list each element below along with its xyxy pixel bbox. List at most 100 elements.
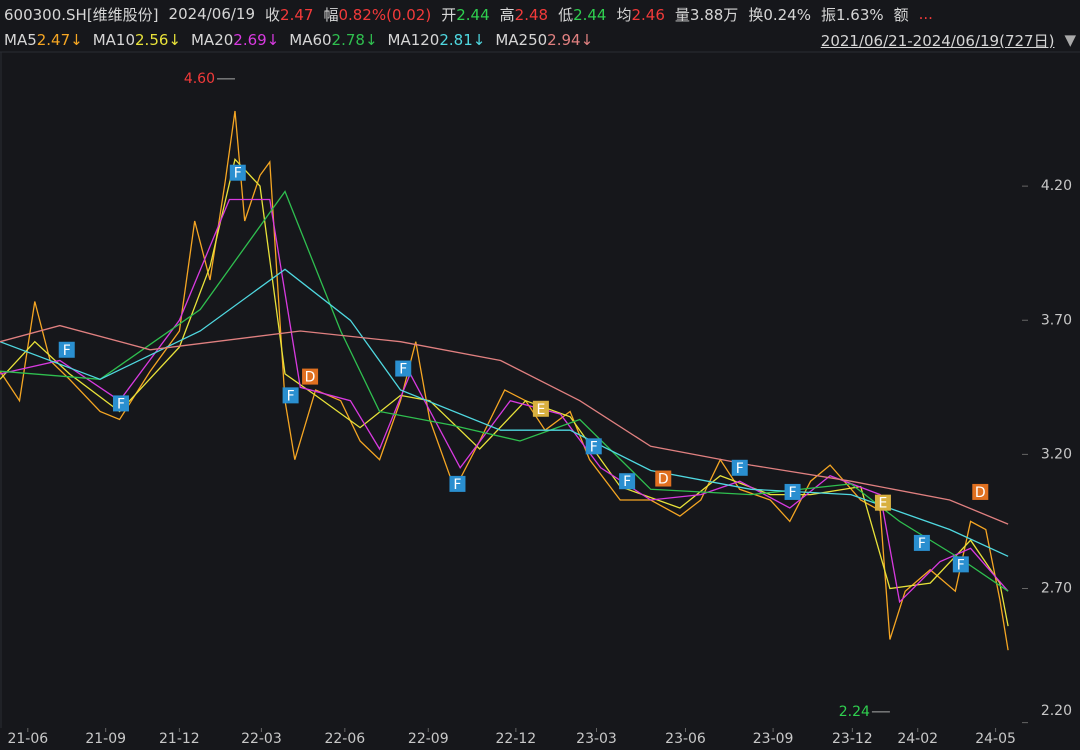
legend-name: MA10 xyxy=(92,31,136,49)
legend-value: 2.78↓ xyxy=(331,31,378,49)
x-tick-label: 21-09 xyxy=(85,731,126,747)
quote-field: 开2.44 xyxy=(441,4,489,25)
signal-box xyxy=(952,556,969,573)
signal-box xyxy=(58,341,75,358)
legend-name: MA20 xyxy=(190,31,234,49)
more[interactable]: ... xyxy=(918,5,933,23)
field-label: 高 xyxy=(499,5,515,24)
legend-value: 2.69↓ xyxy=(233,31,280,49)
quote-field: 量3.88万 xyxy=(675,4,738,25)
x-tick-label: 22-06 xyxy=(324,731,365,747)
ma-line xyxy=(0,157,1009,627)
signal-box xyxy=(913,534,930,551)
quote-field: 幅0.82%(0.02) xyxy=(323,4,431,25)
signal-label: F xyxy=(399,362,407,378)
legend-value: 2.94↓ xyxy=(547,31,594,49)
signal-label: F xyxy=(590,439,598,455)
legend-entry: MA602.78↓ xyxy=(289,31,377,49)
field-label: 幅 xyxy=(323,5,339,24)
field-label: 收 xyxy=(265,5,281,24)
legend-entry: MA102.56↓ xyxy=(93,31,181,49)
signal-label: D xyxy=(658,472,669,488)
field-label: 换0.24% xyxy=(748,5,811,24)
legend-name: MA5 xyxy=(4,31,37,49)
field-label: 额 xyxy=(893,5,909,24)
field-label: 均 xyxy=(616,5,632,24)
quote-field: 低2.44 xyxy=(558,4,606,25)
field-label: 振1.63% xyxy=(820,5,884,24)
signal-label: F xyxy=(623,474,631,490)
signal-label: D xyxy=(305,370,316,386)
signal-box xyxy=(395,360,412,377)
x-tick-label: 22-03 xyxy=(241,731,282,747)
x-tick-label: 21-12 xyxy=(159,731,200,747)
ma-line xyxy=(0,110,1009,651)
field-value: 2.44 xyxy=(573,5,607,24)
signal-label: F xyxy=(918,536,926,552)
quote-field: 换0.24% xyxy=(748,4,811,25)
extreme-label: 2.24 xyxy=(839,704,870,720)
quote-field: 振1.63% xyxy=(821,4,884,25)
ma-line xyxy=(0,324,1009,525)
signal-label: F xyxy=(957,557,965,573)
ma-line xyxy=(0,268,1009,557)
legend-entry: MA2502.94↓ xyxy=(495,31,593,49)
date-range[interactable]: 2021/06/21-2024/06/19(727日) xyxy=(820,31,1055,50)
legend-value: 2.81↓ xyxy=(439,31,486,49)
dropdown[interactable]: ▼ xyxy=(1064,31,1076,49)
ma-legend: MA52.47↓ MA102.56↓ MA202.69↓ MA602.78↓ MA120… xyxy=(4,28,1076,52)
field-value: 2.47 xyxy=(280,5,314,24)
signal-box xyxy=(532,400,549,417)
legend-entry: MA52.47↓ xyxy=(4,31,83,49)
signal-box xyxy=(585,438,602,455)
field-label: 量3.88万 xyxy=(674,5,739,24)
signal-box xyxy=(731,459,748,476)
date: 2024/06/19 xyxy=(168,5,256,23)
legend-entry: MA202.69↓ xyxy=(191,31,279,49)
signal-box xyxy=(874,494,891,511)
signal-label: F xyxy=(234,166,242,182)
field-label: 开 xyxy=(441,5,457,24)
x-tick-label: 23-06 xyxy=(665,731,706,747)
x-tick-label: 23-03 xyxy=(576,731,617,747)
x-tick-label: 24-05 xyxy=(975,731,1016,747)
y-tick-label: 2.70 xyxy=(1041,581,1072,597)
field-label: 低 xyxy=(558,5,574,24)
field-value: 0.82%(0.02) xyxy=(338,5,432,24)
signal-label: E xyxy=(879,496,888,512)
signal-box xyxy=(784,483,801,500)
signal-label: F xyxy=(789,485,797,501)
field-value: 2.48 xyxy=(514,5,549,24)
signal-box xyxy=(449,475,466,492)
quote-header: 600300.SH[维维股份] 2024/06/19 收2.47 幅0.82%(0.0… xyxy=(4,2,933,26)
quote-field: 收2.47 xyxy=(265,4,313,25)
signal-box xyxy=(229,164,246,181)
stock-code: 600300.SH[维维股份] xyxy=(4,5,159,24)
signal-label: E xyxy=(536,402,545,418)
y-tick-label: 4.20 xyxy=(1041,178,1072,194)
signal-label: F xyxy=(287,388,295,404)
signal-box xyxy=(302,368,319,385)
x-tick-label: 22-09 xyxy=(408,731,449,747)
y-tick-label: 2.20 xyxy=(1041,703,1072,719)
legend-name: MA120 xyxy=(387,31,440,49)
signal-label: F xyxy=(736,461,744,477)
legend-value: 2.56↓ xyxy=(135,31,181,49)
x-tick-label: 22-12 xyxy=(496,731,537,747)
x-tick-label: 21-06 xyxy=(7,731,48,747)
signal-box xyxy=(619,473,636,490)
field-value: 2.44 xyxy=(456,5,490,24)
signal-box xyxy=(972,483,989,500)
y-tick-label: 3.70 xyxy=(1041,312,1072,328)
y-tick-label: 3.20 xyxy=(1041,446,1072,462)
field-value: 2.46 xyxy=(631,5,665,24)
signal-label: F xyxy=(453,477,461,493)
signal-label: F xyxy=(63,343,71,359)
ma-line xyxy=(0,198,1009,604)
x-tick-label: 23-09 xyxy=(753,731,794,747)
x-tick-label: 23-12 xyxy=(832,731,873,747)
legend-entry: MA1202.81↓ xyxy=(388,31,486,49)
legend-value: 2.47↓ xyxy=(36,31,83,49)
